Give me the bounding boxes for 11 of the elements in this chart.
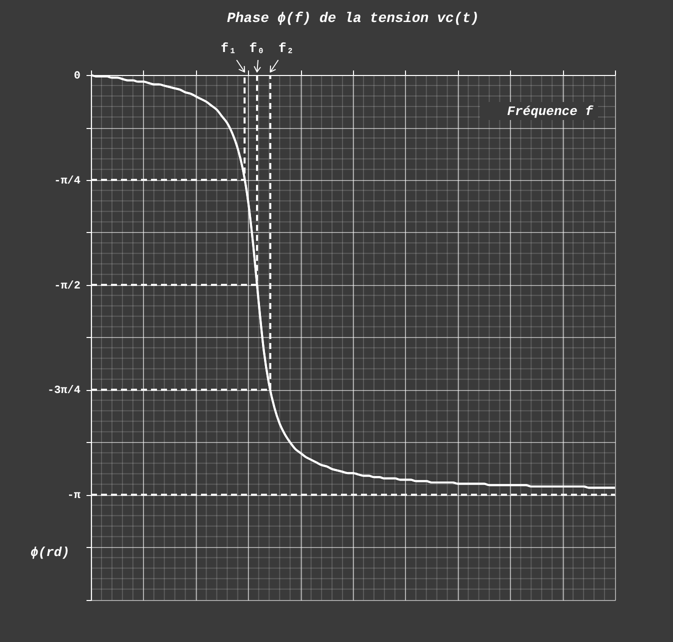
- y-tick-label: -3π/4: [47, 385, 81, 398]
- y-tick-label: -π/2: [54, 280, 80, 292]
- ref-line-label: f₁: [220, 41, 236, 56]
- ref-line-label: f₂: [278, 41, 294, 56]
- y-tick-label: -π/4: [54, 175, 81, 188]
- chart-title: Phase ϕ(f) de la tension vc(t): [226, 11, 480, 27]
- y-tick-label: 0: [74, 70, 80, 82]
- x-axis-title: Fréquence f: [507, 104, 594, 119]
- y-axis-title: ϕ(rd): [30, 545, 70, 560]
- y-tick-label: -π: [67, 490, 81, 502]
- ref-line-label: f₀: [249, 41, 265, 56]
